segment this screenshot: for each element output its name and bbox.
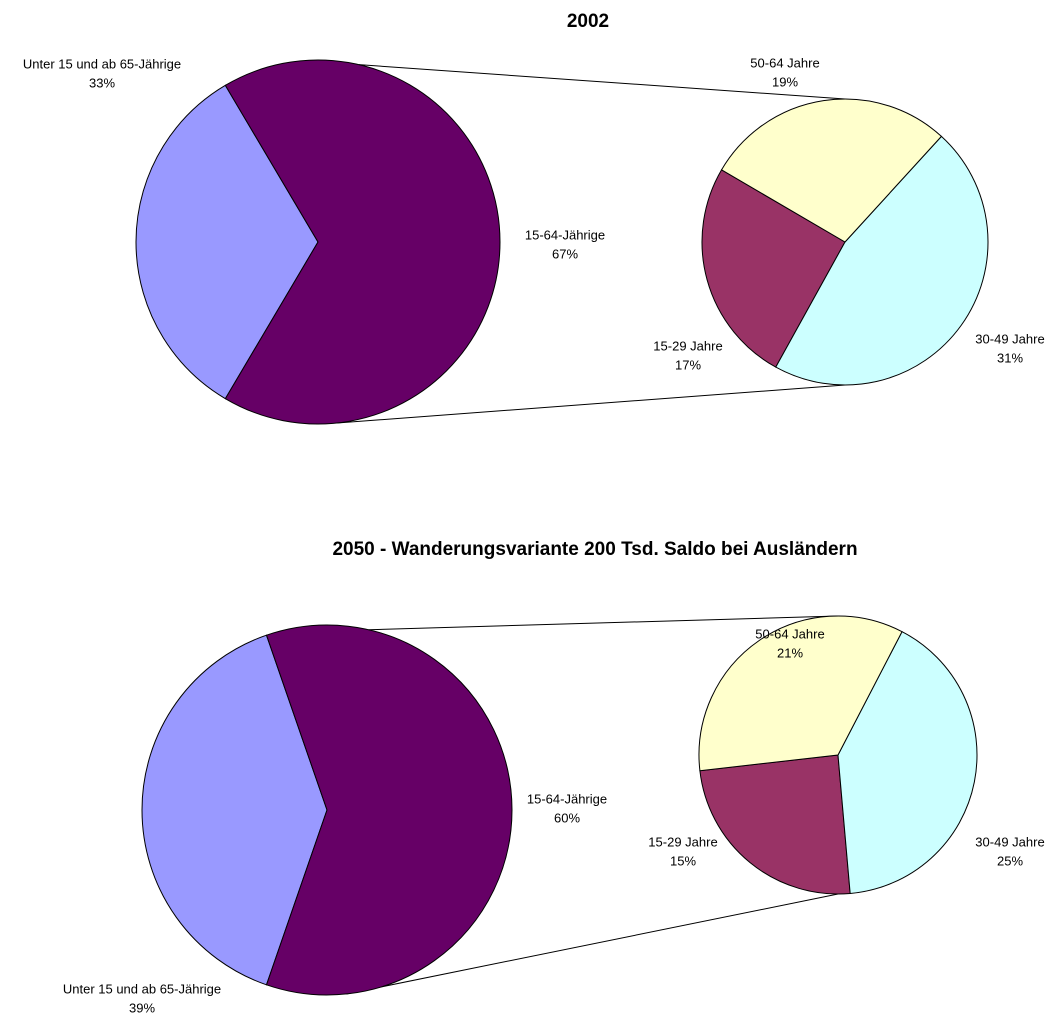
slice-label: 50-64 Jahre (755, 626, 824, 641)
connector-line (346, 893, 839, 995)
chart-title: 2002 (567, 11, 609, 32)
pie-slice (265, 624, 513, 996)
slice-value-label: 60% (554, 810, 580, 825)
pie-slice (141, 634, 328, 986)
connector-line (336, 384, 846, 424)
pie-slice (720, 98, 943, 243)
slice-value-label: 19% (772, 74, 798, 89)
pie-slice (698, 615, 903, 772)
slice-label: 15-29 Jahre (653, 338, 722, 353)
slice-label: Unter 15 und ab 65-Jährige (23, 56, 181, 71)
connector-line (368, 615, 839, 631)
pie-slice (837, 630, 978, 895)
slice-value-label: 31% (997, 350, 1023, 365)
slice-value-label: 33% (89, 75, 115, 90)
slice-label: 15-29 Jahre (648, 834, 717, 849)
slice-value-label: 39% (129, 1000, 155, 1015)
pie-slice (135, 84, 319, 400)
chart-title: 2050 - Wanderungsvariante 200 Tsd. Saldo… (332, 539, 857, 560)
slice-label: Unter 15 und ab 65-Jährige (63, 981, 221, 996)
slice-value-label: 15% (670, 853, 696, 868)
pie-slice (699, 754, 851, 895)
slice-value-label: 21% (777, 645, 803, 660)
slice-label: 30-49 Jahre (975, 834, 1044, 849)
pie-slice (224, 59, 501, 425)
connector-line (358, 64, 846, 100)
slice-label: 15-64-Jährige (527, 791, 607, 806)
slice-label: 15-64-Jährige (525, 227, 605, 242)
slice-value-label: 25% (997, 853, 1023, 868)
pie-slice (775, 135, 989, 386)
pie-slice (701, 169, 846, 368)
slice-value-label: 67% (552, 246, 578, 261)
slice-label: 50-64 Jahre (750, 55, 819, 70)
slice-value-label: 17% (675, 357, 701, 372)
slice-label: 30-49 Jahre (975, 331, 1044, 346)
